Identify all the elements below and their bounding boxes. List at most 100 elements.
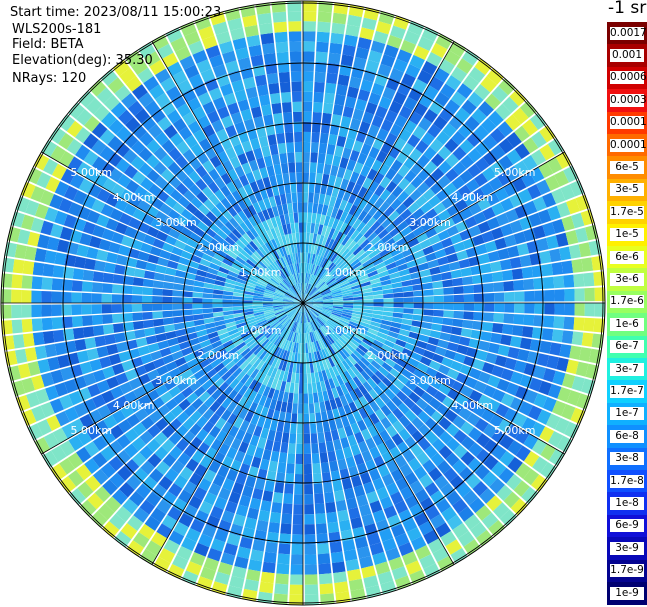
radar-gate [271, 322, 281, 330]
radar-gate [336, 135, 347, 148]
radar-gate [249, 240, 259, 251]
radar-gate [196, 59, 212, 74]
radar-gate [474, 418, 489, 433]
radar-gate [160, 154, 175, 168]
radar-gate [177, 363, 190, 374]
radar-gate [288, 233, 294, 244]
radar-gate [275, 289, 286, 295]
radar-gate [258, 372, 267, 384]
radar-gate [198, 237, 210, 248]
radar-gate [259, 188, 269, 200]
radar-gate [298, 262, 302, 273]
radar-gate [150, 531, 168, 548]
radar-gate [256, 334, 266, 344]
radar-gate [385, 167, 397, 181]
radar-gate [341, 248, 350, 258]
radar-gate [561, 404, 576, 421]
radar-gate [406, 337, 418, 346]
radar-gate [46, 415, 61, 431]
radar-gate [231, 79, 245, 93]
radar-gate [51, 291, 62, 303]
radar-gate [386, 34, 403, 49]
radar-gate [220, 185, 232, 198]
radar-gate [416, 181, 430, 195]
radar-gate [243, 287, 255, 293]
radar-gate [509, 397, 524, 412]
radar-gate [437, 229, 450, 241]
radar-gate [497, 418, 513, 434]
radar-gate [158, 475, 173, 491]
radar-gate [192, 49, 208, 64]
radar-gate [287, 341, 293, 352]
radar-gate [308, 310, 316, 320]
radar-gate [284, 213, 290, 225]
radar-gate [162, 411, 176, 425]
radar-gate [228, 425, 240, 438]
radar-gate [320, 122, 331, 134]
radar-gate [128, 377, 142, 390]
radar-gate [59, 457, 75, 475]
radar-gate [393, 297, 404, 303]
radar-gate [452, 146, 467, 161]
radar-gate [61, 316, 73, 329]
radar-gate [118, 419, 132, 434]
radar-gate [82, 269, 94, 281]
radar-gate [292, 342, 297, 353]
radar-gate [308, 352, 313, 364]
colorbar-label: 1e-5 [610, 228, 644, 242]
radar-gate [172, 202, 186, 215]
radar-gate [310, 152, 318, 163]
radar-gate [180, 208, 193, 221]
radar-gate [443, 245, 456, 256]
radar-gate [514, 291, 525, 302]
radar-gate [214, 496, 228, 510]
radar-gate [276, 204, 284, 216]
radar-gate [566, 390, 581, 406]
radar-gate [554, 289, 565, 302]
radar-gate [34, 345, 47, 360]
radar-gate [306, 284, 312, 294]
radar-gate [468, 225, 482, 238]
radar-gate [359, 555, 374, 569]
radar-gate [229, 575, 245, 589]
radar-gate [287, 276, 294, 286]
radar-gate [326, 72, 338, 85]
radar-gate [12, 259, 25, 274]
radar-gate [60, 366, 74, 381]
radar-gate [506, 423, 521, 439]
radar-gate [64, 379, 78, 394]
radar-gate [363, 416, 374, 429]
radar-gate [258, 321, 269, 329]
radar-gate [266, 218, 274, 230]
radar-gate [460, 328, 473, 338]
radar-gate [258, 260, 268, 270]
radar-gate [143, 75, 160, 92]
radar-gate [472, 358, 485, 371]
radar-gate [331, 288, 342, 294]
radar-gate [118, 245, 131, 257]
radar-gate [324, 237, 332, 248]
radar-gate [155, 460, 170, 476]
radar-gate [310, 264, 316, 275]
radar-gate [229, 332, 241, 340]
radar-gate [27, 231, 41, 247]
radar-gate [475, 141, 490, 157]
radar-gate [319, 269, 327, 279]
radar-gate [594, 287, 605, 302]
radar-gate [303, 299, 313, 303]
radar-gate [150, 108, 166, 124]
radar-gate [215, 31, 232, 45]
radar-gate [190, 143, 204, 157]
radar-gate [363, 353, 374, 364]
radar-gate [340, 178, 350, 190]
radar-gate [312, 331, 318, 342]
radar-gate [126, 413, 141, 428]
radar-gate [235, 318, 246, 325]
radar-gate [560, 184, 575, 201]
radar-gate [398, 329, 410, 337]
radar-gate [410, 162, 424, 176]
radar-gate [177, 195, 191, 208]
radar-gate [380, 580, 397, 595]
radar-gate [299, 272, 302, 283]
radar-gate [265, 313, 276, 320]
